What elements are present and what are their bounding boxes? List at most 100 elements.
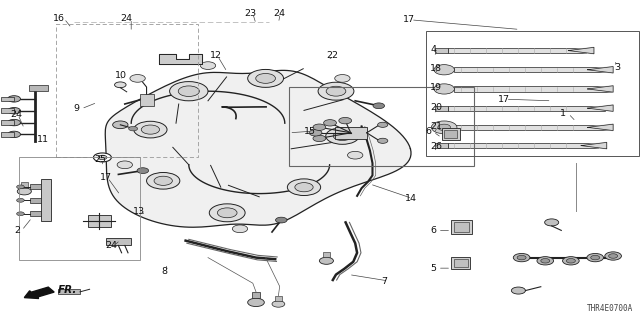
- Circle shape: [8, 131, 20, 138]
- Circle shape: [326, 128, 359, 144]
- Polygon shape: [159, 54, 202, 64]
- Circle shape: [141, 125, 159, 134]
- Bar: [454, 86, 611, 92]
- Bar: [252, 292, 260, 298]
- Polygon shape: [105, 70, 411, 227]
- Bar: [323, 252, 330, 257]
- Text: 19: 19: [430, 84, 442, 92]
- Bar: [454, 222, 469, 232]
- Circle shape: [324, 120, 337, 126]
- Circle shape: [545, 219, 559, 226]
- Text: 16: 16: [52, 14, 65, 23]
- Polygon shape: [581, 142, 607, 149]
- Bar: [426, 31, 639, 156]
- Text: 1: 1: [560, 109, 566, 118]
- Bar: [448, 143, 598, 148]
- Bar: [88, 215, 111, 227]
- Circle shape: [335, 75, 350, 82]
- Bar: [140, 94, 154, 106]
- Circle shape: [17, 198, 24, 202]
- Text: 25: 25: [95, 155, 107, 164]
- Bar: [454, 125, 611, 130]
- Circle shape: [232, 225, 248, 233]
- Circle shape: [170, 82, 208, 101]
- Circle shape: [318, 82, 354, 100]
- Bar: [56, 24, 198, 157]
- Bar: [448, 106, 605, 111]
- Circle shape: [115, 82, 126, 88]
- Circle shape: [256, 74, 275, 83]
- Text: 24: 24: [273, 9, 285, 18]
- Text: 15: 15: [304, 127, 316, 136]
- Bar: [1, 120, 14, 125]
- Bar: [454, 67, 611, 72]
- Circle shape: [17, 188, 31, 195]
- Text: 26: 26: [430, 142, 442, 151]
- Bar: [289, 87, 474, 166]
- Text: FR.: FR.: [58, 284, 77, 295]
- Text: 7: 7: [381, 277, 387, 286]
- Bar: [335, 127, 367, 139]
- Circle shape: [113, 121, 128, 129]
- Text: 3: 3: [614, 63, 621, 72]
- Bar: [442, 128, 460, 140]
- Text: 22: 22: [326, 52, 339, 60]
- Circle shape: [295, 183, 313, 192]
- Circle shape: [333, 132, 351, 140]
- Text: 13: 13: [132, 207, 145, 216]
- Circle shape: [178, 86, 200, 97]
- Circle shape: [326, 86, 346, 96]
- Bar: [435, 106, 448, 111]
- Bar: [21, 182, 28, 188]
- Text: THR4E0700A: THR4E0700A: [588, 304, 634, 313]
- Circle shape: [248, 69, 284, 87]
- Bar: [444, 130, 457, 138]
- Text: 17: 17: [498, 95, 510, 104]
- Text: 11: 11: [37, 135, 49, 144]
- Bar: [106, 238, 131, 245]
- Bar: [30, 198, 41, 203]
- Circle shape: [200, 62, 216, 69]
- Circle shape: [313, 135, 326, 141]
- Text: 6: 6: [430, 226, 436, 235]
- Circle shape: [98, 155, 107, 160]
- Bar: [435, 48, 448, 53]
- Circle shape: [348, 151, 363, 159]
- Text: 6: 6: [426, 127, 431, 136]
- Circle shape: [17, 185, 24, 189]
- Circle shape: [209, 204, 245, 222]
- Bar: [19, 157, 140, 260]
- Circle shape: [130, 75, 145, 82]
- Text: 18: 18: [430, 64, 442, 73]
- Circle shape: [605, 252, 621, 260]
- Text: 12: 12: [210, 52, 222, 60]
- Polygon shape: [568, 47, 594, 54]
- Bar: [41, 179, 51, 221]
- Polygon shape: [588, 124, 613, 131]
- Bar: [1, 108, 14, 113]
- Text: 24: 24: [10, 110, 22, 119]
- Bar: [454, 259, 468, 267]
- Circle shape: [272, 301, 285, 307]
- Bar: [30, 211, 41, 216]
- Text: 8: 8: [161, 267, 167, 276]
- Circle shape: [431, 121, 457, 134]
- Bar: [29, 85, 48, 91]
- Circle shape: [591, 255, 600, 260]
- Circle shape: [373, 103, 385, 109]
- Bar: [451, 257, 470, 269]
- Circle shape: [434, 65, 454, 75]
- Circle shape: [129, 126, 138, 131]
- Circle shape: [134, 121, 167, 138]
- Bar: [435, 143, 448, 148]
- Polygon shape: [588, 105, 613, 111]
- Circle shape: [537, 257, 554, 265]
- Text: 20: 20: [430, 103, 442, 112]
- Text: 24: 24: [120, 14, 132, 23]
- Circle shape: [8, 96, 20, 102]
- Circle shape: [378, 122, 388, 127]
- Bar: [1, 97, 14, 101]
- Polygon shape: [588, 67, 613, 73]
- Circle shape: [154, 176, 172, 185]
- Circle shape: [287, 179, 321, 196]
